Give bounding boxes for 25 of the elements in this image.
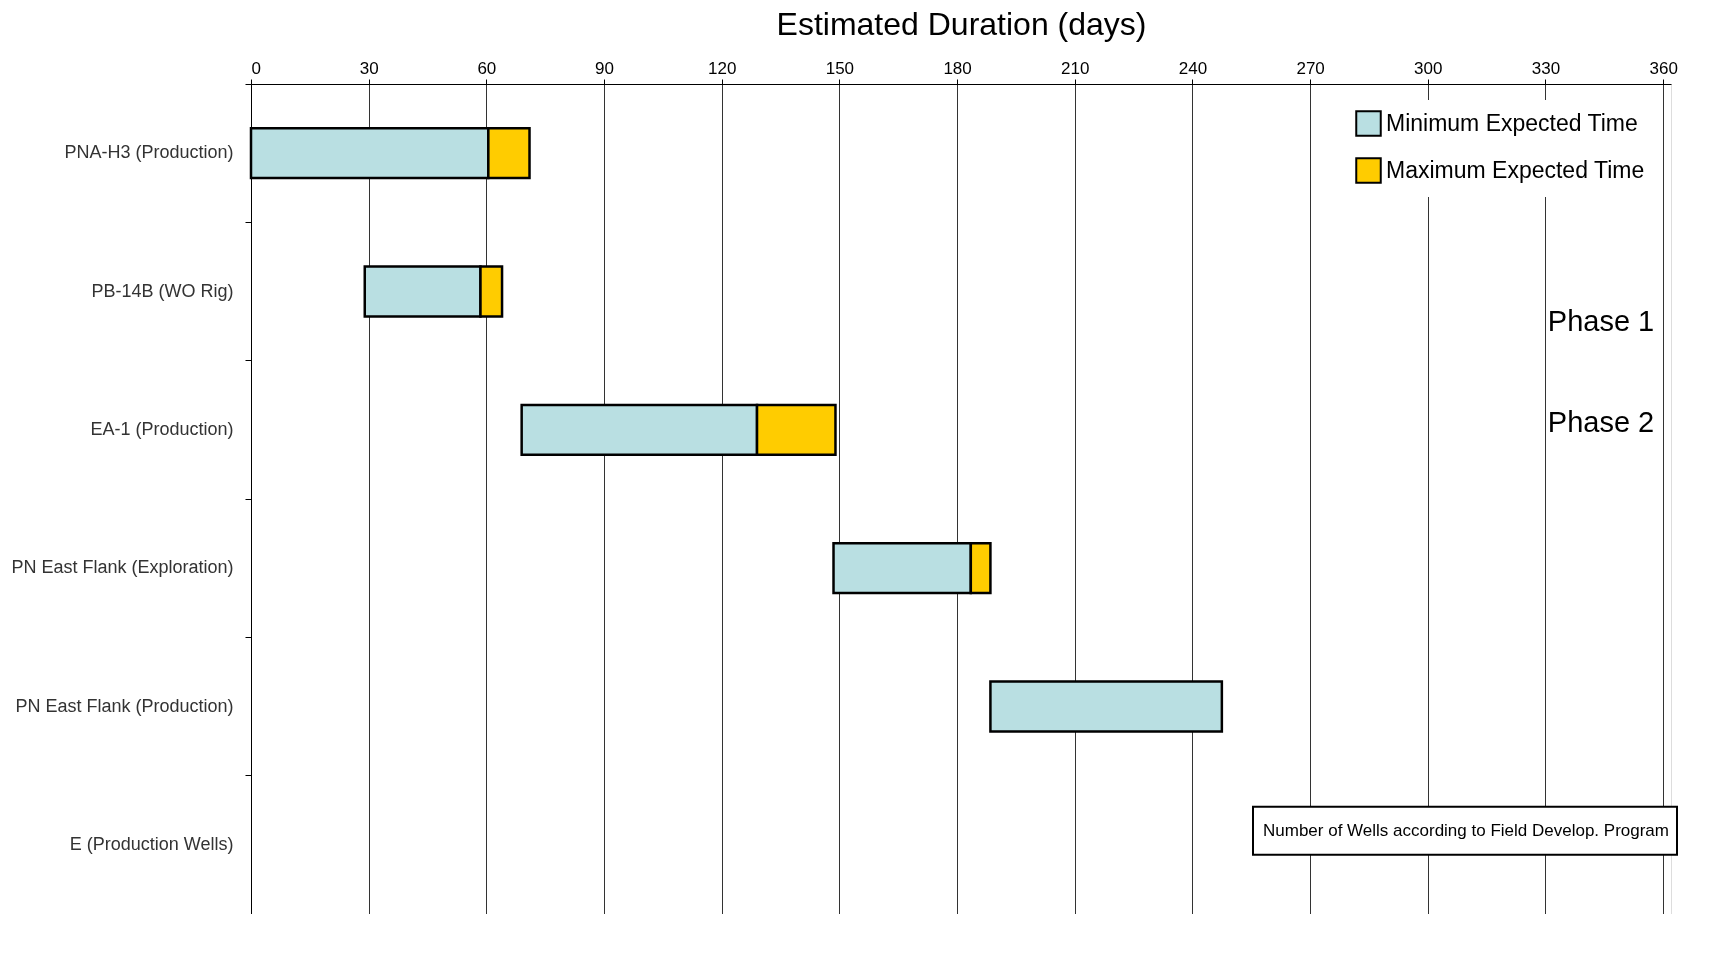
x-axis-title: Estimated Duration (days) <box>776 5 1147 42</box>
y-tick-label: PB-14B (WO Rig) <box>91 280 234 301</box>
annotation: Phase 1 <box>1547 304 1655 337</box>
x-tick-label: 270 <box>1296 58 1325 78</box>
legend-label: Maximum Expected Time <box>1386 156 1645 183</box>
y-tick-label: PN East Flank (Exploration) <box>11 557 234 578</box>
y-tick-label: PNA-H3 (Production) <box>64 142 234 163</box>
x-tick-label: 330 <box>1531 58 1561 78</box>
x-tick-label: 210 <box>1061 58 1090 78</box>
legend-label: Minimum Expected Time <box>1386 109 1638 136</box>
y-tick-label: EA-1 (Production) <box>90 418 234 439</box>
y-tick-label: PN East Flank (Production) <box>15 695 234 716</box>
annotation: Number of Wells according to Field Develop. Program <box>1263 821 1669 840</box>
x-tick-label: 150 <box>825 58 855 78</box>
x-tick-label: 240 <box>1178 58 1208 78</box>
annotation: Phase 2 <box>1547 405 1655 438</box>
x-tick-label: 90 <box>595 58 614 78</box>
x-tick-label: 30 <box>359 58 379 78</box>
x-tick-label: 120 <box>708 58 737 78</box>
x-tick-label: 60 <box>477 58 497 78</box>
x-tick-label: 360 <box>1649 58 1678 78</box>
x-tick-label: 300 <box>1414 58 1443 78</box>
x-tick-label: 0 <box>251 58 261 78</box>
y-tick-label: E (Production Wells) <box>69 833 234 854</box>
x-tick-label: 180 <box>943 58 972 78</box>
